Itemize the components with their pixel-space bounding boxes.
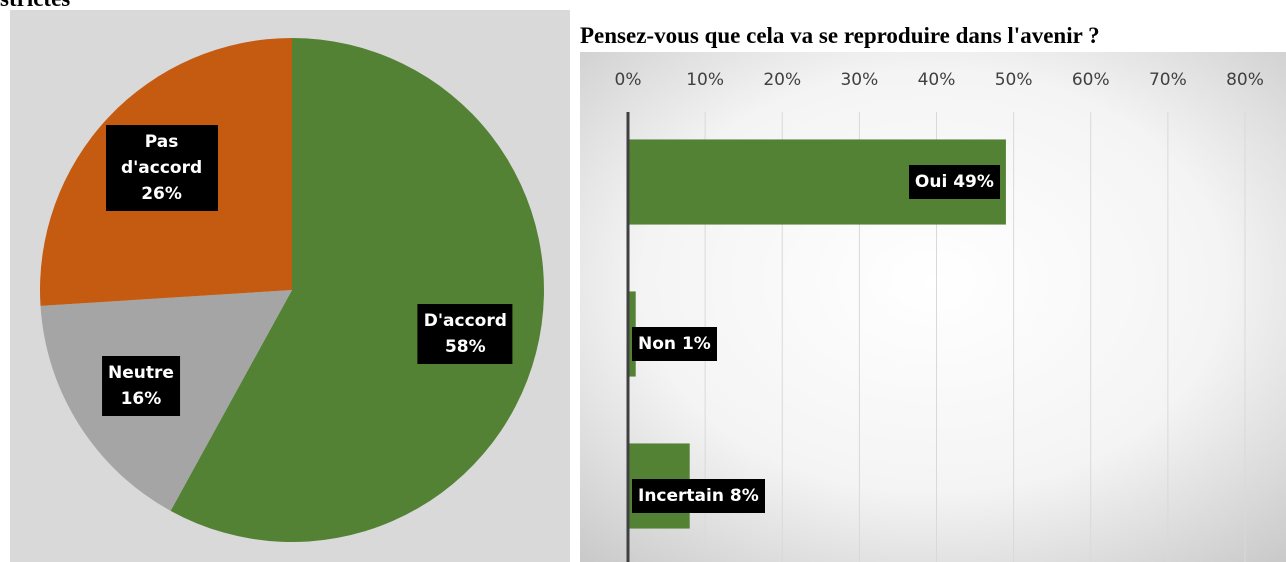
label-value: 26% — [141, 183, 182, 204]
label-category: D'accord — [423, 311, 507, 332]
label-value: 1% — [681, 334, 711, 354]
x-tick-label: 80% — [1226, 70, 1264, 90]
x-tick-label: 70% — [1148, 70, 1187, 90]
data-label: Incertain 8% — [632, 479, 765, 513]
label-category: Neutre — [107, 362, 174, 383]
label-value: 58% — [444, 337, 486, 358]
data-label: Pas d'accord 26% — [105, 124, 218, 211]
x-tick-label: 30% — [840, 70, 879, 90]
x-tick-label: 10% — [686, 70, 725, 90]
data-label: Oui 49% — [908, 165, 1000, 199]
pie-slice — [170, 38, 544, 542]
pie-title: strictes — [0, 0, 70, 12]
label-value: 8% — [729, 486, 759, 506]
x-tick-label: 40% — [917, 70, 956, 90]
label-category: Pas d'accord — [120, 131, 203, 178]
label-category: Non — [638, 334, 677, 354]
bar-title: Pensez-vous que cela va se reproduire da… — [580, 23, 1100, 48]
x-tick-label: 0% — [614, 70, 642, 90]
x-tick-label: 20% — [763, 70, 802, 90]
label-value: 16% — [120, 388, 162, 409]
label-value: 49% — [953, 172, 994, 192]
x-tick-label: 50% — [994, 70, 1033, 90]
data-label: D'accord 58% — [417, 304, 513, 365]
label-category: Oui — [914, 172, 948, 192]
x-tick-label: 60% — [1071, 70, 1110, 90]
bar — [628, 291, 636, 377]
data-label: Non 1% — [632, 327, 717, 361]
data-label: Neutre 16% — [101, 355, 180, 416]
label-category: Incertain — [638, 486, 724, 506]
